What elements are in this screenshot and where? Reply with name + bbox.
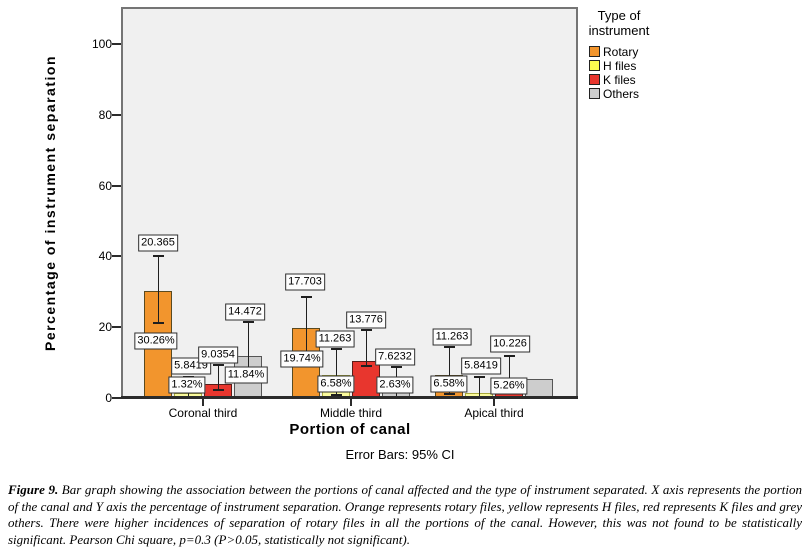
value-label-box: 10.226 [490,335,530,353]
error-cap-bottom [443,393,455,395]
value-label-box: 9.0354 [198,346,238,364]
error-cap-bottom [330,394,342,396]
y-tick-mark [112,255,121,257]
error-bar-h-files-middle-third [336,349,337,395]
legend-label-rotary: Rotary [603,44,639,59]
value-label-box: 11.263 [432,328,472,346]
legend-item-h-files: H files [589,58,713,73]
value-label-box: 30.26% [134,332,178,350]
value-label-box: 20.365 [138,234,178,252]
error-cap-top [360,329,372,331]
y-tick-label: 60 [98,179,112,193]
value-label-box: 11.263 [315,330,355,348]
error-bar-rotary-middle-third [306,297,307,356]
error-bars-footnote: Error Bars: 95% CI [345,447,455,462]
legend-item-k-files: K files [589,72,713,87]
x-tick-label-middle-third: Middle third [319,406,383,420]
value-label-box: 13.776 [346,311,386,329]
legend-swatch-k-files [589,74,600,85]
legend: Type of instrument Rotary H files K files O… [583,8,713,101]
error-cap-bottom [360,365,372,367]
value-label-box: 6.58% [430,375,468,393]
legend-swatch-rotary [589,46,600,57]
error-cap-bottom [152,322,164,324]
error-cap-bottom [212,389,224,391]
y-tick-mark [112,397,121,399]
bar-chart: Percentage of instrument separation Port… [42,7,713,462]
y-tick-mark [112,185,121,187]
error-cap-top [300,296,312,298]
value-label-box: 5.8419 [461,357,501,375]
legend-label-h-files: H files [603,58,637,73]
error-cap-top [443,346,455,348]
value-label-box: 14.472 [225,303,265,321]
caption-prefix: Figure 9. [8,482,59,497]
legend-item-others: Others [589,86,713,101]
error-bar-others-coronal-third [248,322,249,379]
y-tick-label: 40 [98,249,112,263]
error-bar-k-files-apical-third [509,356,510,387]
error-cap-top [330,348,342,350]
value-label-box: 19.74% [280,350,324,368]
value-label-box: 6.58% [317,375,355,393]
legend-swatch-h-files [589,60,600,71]
legend-item-rotary: Rotary [589,44,713,59]
error-bar-h-files-apical-third [479,377,480,397]
error-bar-k-files-coronal-third [218,365,219,390]
y-tick-label: 80 [98,108,112,122]
caption-text: Bar graph showing the association betwee… [8,482,802,547]
error-bar-rotary-apical-third [449,347,450,394]
value-label-box: 7.6232 [375,348,415,366]
error-cap-top [390,366,402,368]
legend-items: Rotary H files K files Others [583,44,713,101]
x-tick-label-coronal-third: Coronal third [168,406,238,420]
value-label-box: 5.26% [490,377,528,395]
x-tick-mark [350,399,352,406]
x-axis-title: Portion of canal [289,421,411,438]
error-bar-k-files-middle-third [366,330,367,366]
y-tick-label: 100 [91,37,112,51]
y-tick-mark [112,114,121,116]
y-tick-mark [112,326,121,328]
legend-title: Type of instrument [588,8,650,38]
legend-swatch-others [589,88,600,99]
y-tick-mark [112,43,121,45]
error-cap-top [212,364,224,366]
value-label-box: 2.63% [376,376,414,394]
x-tick-mark [202,399,204,406]
y-tick-label: 20 [98,320,112,334]
value-label-box: 17.703 [285,273,325,291]
y-tick-label: 0 [105,391,112,405]
value-label-box: 11.84% [224,366,268,384]
x-tick-mark [493,399,495,406]
error-cap-top [152,255,164,257]
error-cap-top [503,355,515,357]
y-axis-title: Percentage of instrument separation [42,54,58,352]
figure-caption: Figure 9. Bar graph showing the associat… [8,482,802,548]
x-tick-label-apical-third: Apical third [464,406,524,420]
legend-label-others: Others [603,86,640,101]
error-cap-top [242,321,254,323]
legend-label-k-files: K files [603,72,636,87]
x-axis-line [121,396,578,399]
value-label-box: 1.32% [168,376,206,394]
error-bar-rotary-coronal-third [158,256,159,323]
error-cap-top [473,376,485,378]
